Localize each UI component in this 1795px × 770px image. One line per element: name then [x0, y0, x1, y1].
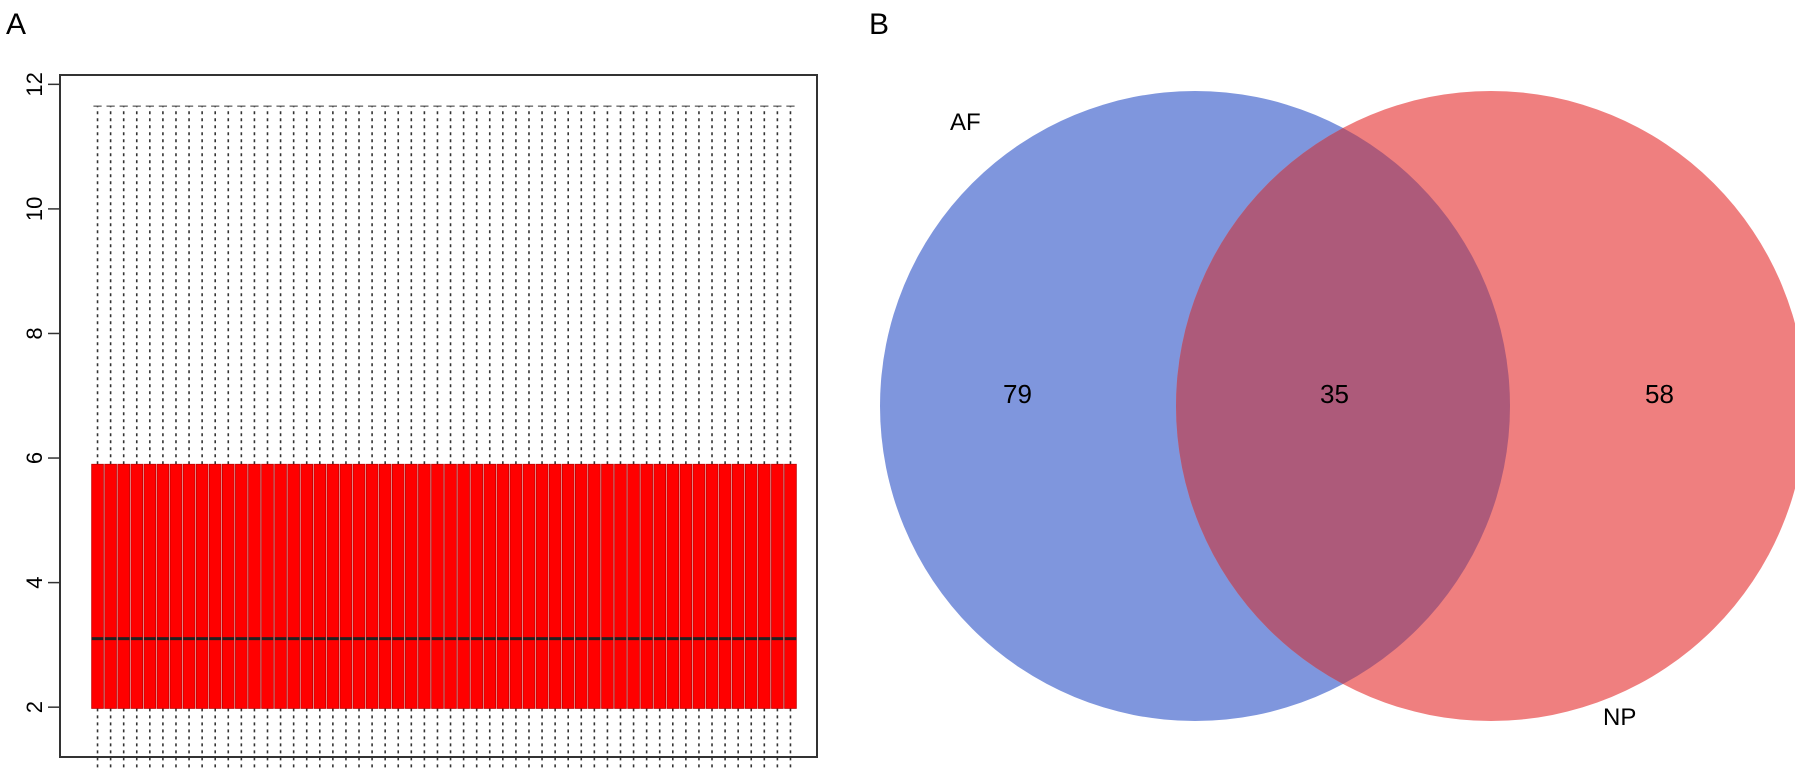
box	[391, 463, 405, 709]
box	[117, 463, 130, 709]
box	[248, 463, 261, 709]
y-tick-label: 6	[22, 452, 47, 464]
box	[561, 463, 575, 709]
box	[692, 463, 706, 709]
box	[221, 463, 235, 709]
boxplot-panel: 2 4 6 8 10 12	[22, 72, 818, 770]
box	[352, 463, 366, 709]
box	[548, 463, 562, 709]
y-axis: 2 4 6 8 10 12	[22, 72, 60, 713]
boxplot-boxes	[91, 105, 797, 770]
box	[261, 463, 274, 709]
box	[535, 463, 549, 709]
box	[235, 463, 248, 709]
box	[104, 463, 117, 709]
box	[601, 463, 614, 709]
box	[365, 463, 379, 709]
y-tick-label: 8	[22, 327, 47, 339]
box	[509, 463, 523, 709]
box	[431, 463, 444, 709]
venn-count-af-only: 79	[1003, 379, 1032, 409]
box	[784, 463, 797, 709]
box	[588, 463, 601, 709]
box	[300, 463, 314, 709]
box	[156, 463, 170, 709]
box	[522, 463, 536, 709]
box	[91, 463, 104, 709]
y-tick-label: 12	[22, 72, 47, 96]
box	[483, 463, 497, 709]
box	[130, 463, 144, 709]
box	[705, 463, 719, 709]
panel-label-b: B	[869, 8, 889, 41]
box	[666, 463, 680, 709]
box	[444, 463, 457, 709]
panel-label-a: A	[6, 8, 26, 41]
box	[287, 463, 300, 709]
box	[640, 463, 653, 709]
venn-count-np-only: 58	[1645, 379, 1674, 409]
plot-frame	[59, 74, 818, 758]
box	[457, 463, 470, 709]
box	[208, 463, 222, 709]
box	[614, 463, 627, 709]
box	[496, 463, 510, 709]
box	[182, 463, 196, 709]
box	[574, 463, 588, 709]
box	[653, 463, 667, 709]
box	[169, 463, 183, 709]
box	[731, 463, 745, 709]
box	[718, 463, 732, 709]
box	[418, 463, 431, 709]
box	[195, 463, 209, 709]
venn-intersection	[1176, 91, 1510, 721]
y-tick-label: 4	[22, 576, 47, 588]
venn-set-label-af: AF	[950, 109, 981, 136]
box	[378, 463, 392, 709]
box	[744, 463, 758, 709]
box	[405, 463, 418, 709]
venn-panel: AF NP 79 35 58	[880, 91, 1795, 731]
box	[758, 463, 771, 709]
box	[143, 463, 157, 709]
box	[470, 463, 483, 709]
box	[627, 463, 640, 709]
venn-set-label-np: NP	[1603, 704, 1636, 731]
y-tick-label: 10	[22, 197, 47, 221]
box	[326, 463, 340, 709]
box	[274, 463, 287, 709]
box	[313, 463, 327, 709]
box	[771, 463, 784, 709]
y-tick-label: 2	[22, 701, 47, 713]
venn-count-intersection: 35	[1320, 379, 1349, 409]
box	[679, 463, 693, 709]
box	[339, 463, 353, 709]
